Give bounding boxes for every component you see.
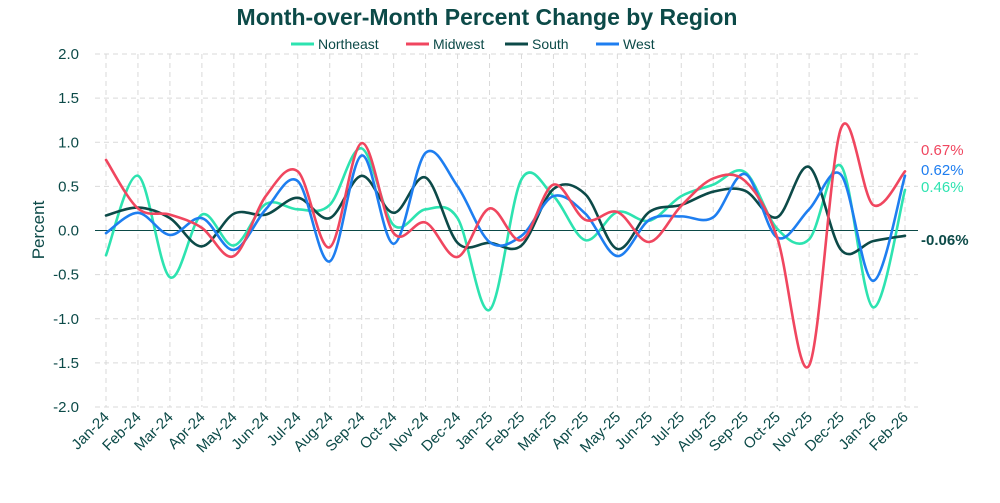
legend-label: South [532, 36, 569, 52]
y-tick-label: 0.5 [58, 178, 79, 195]
legend: Northeast Midwest South West [291, 36, 655, 52]
y-tick-label: -2.0 [53, 399, 79, 416]
y-tick-label: 1.5 [58, 90, 79, 107]
y-tick-label: -1.0 [53, 311, 79, 328]
series-line-midwest [104, 122, 907, 369]
series-lines [104, 122, 907, 369]
legend-item-south[interactable]: South [505, 36, 569, 52]
end-label-west: 0.62% [921, 162, 964, 179]
series-line-west [104, 149, 907, 283]
y-tick-label: -0.5 [53, 267, 79, 284]
chart-title: Month-over-Month Percent Change by Regio… [237, 4, 738, 30]
y-axis-label: Percent [29, 200, 48, 259]
legend-label: Midwest [433, 36, 484, 52]
y-axis: 2.0 1.5 1.0 0.5 0.0 -0.5 -1.0 -1.5 -2.0 [53, 46, 79, 416]
end-label-south: -0.06% [921, 232, 969, 249]
legend-label: West [623, 36, 655, 52]
end-value-labels: 0.46% 0.67% -0.06% 0.62% [921, 142, 969, 249]
y-tick-label: 1.0 [58, 134, 79, 151]
legend-item-west[interactable]: West [596, 36, 655, 52]
legend-label: Northeast [318, 36, 379, 52]
series-line-south [104, 165, 907, 256]
end-label-northeast: 0.46% [921, 179, 964, 196]
y-tick-label: 0.0 [58, 223, 79, 240]
y-tick-label: 2.0 [58, 46, 79, 63]
end-label-midwest: 0.67% [921, 142, 964, 159]
grid-lines [95, 53, 918, 408]
series-line-northeast [104, 147, 907, 312]
legend-item-midwest[interactable]: Midwest [406, 36, 484, 52]
y-tick-label: -1.5 [53, 355, 79, 372]
x-axis: Jan-24Feb-24Mar-24Apr-24May-24Jun-24Jul-… [68, 409, 911, 456]
legend-item-northeast[interactable]: Northeast [291, 36, 379, 52]
